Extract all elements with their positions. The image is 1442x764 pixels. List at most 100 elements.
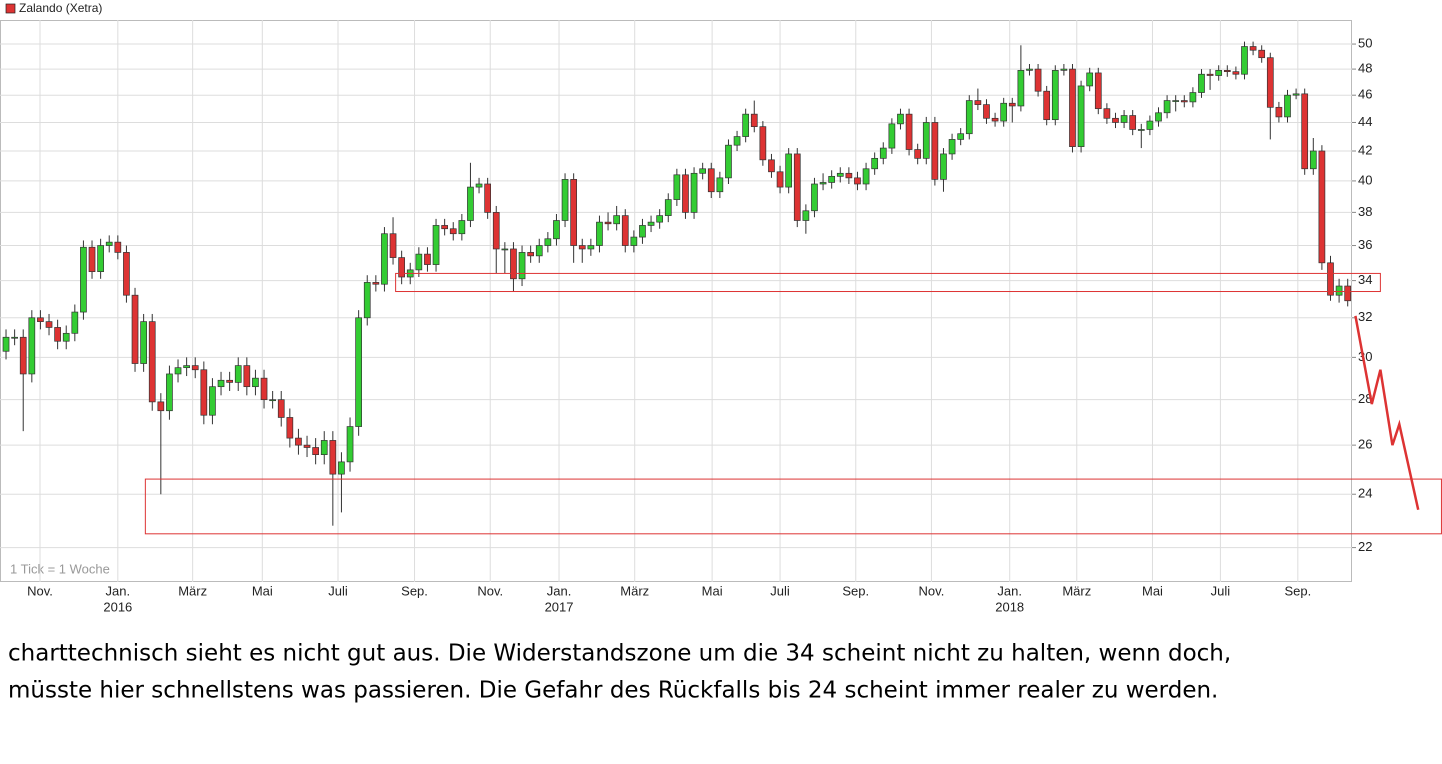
candle-body [1318, 150, 1326, 264]
candle-body [1284, 94, 1291, 118]
candle-body [277, 399, 285, 418]
candle-body [1327, 262, 1334, 296]
candle-body [1043, 90, 1051, 121]
candle-body [243, 365, 251, 388]
y-tick-label: 36 [1358, 237, 1372, 252]
candle-body [716, 177, 724, 193]
candle-body [252, 377, 259, 388]
candle-body [604, 221, 612, 225]
y-tick-label: 30 [1358, 349, 1372, 364]
candle-body [1232, 71, 1240, 75]
candle-body [1051, 70, 1059, 121]
x-tick-label: Nov. [27, 583, 53, 598]
candle-body [1155, 112, 1162, 122]
candle-body [458, 220, 466, 235]
y-tick-label: 50 [1358, 35, 1372, 50]
note: 1 Tick = 1 Woche [10, 561, 110, 576]
candle-body [1275, 106, 1283, 118]
candle-body [690, 172, 698, 213]
candle-body [613, 215, 621, 225]
y-tick-label: 26 [1358, 437, 1372, 452]
legend-swatch [5, 3, 16, 14]
candle-body [1344, 285, 1352, 302]
comment-line: müsste hier schnellstens was passieren. … [8, 678, 1218, 704]
candle-body [1241, 46, 1248, 75]
candle-body [1094, 72, 1102, 110]
candle-body [295, 437, 302, 446]
candle-body [725, 144, 732, 179]
candle-body [441, 225, 448, 230]
candle-body [733, 136, 741, 146]
candle-body [54, 327, 61, 342]
candle-body [922, 122, 930, 159]
candle-body [475, 183, 483, 188]
candle-body [346, 426, 354, 463]
candle-body [114, 241, 122, 253]
plot-frame [0, 20, 1352, 582]
candle-body [828, 175, 836, 183]
y-tick-label: 38 [1358, 204, 1372, 219]
candle-body [312, 447, 319, 455]
candle-body [381, 233, 388, 285]
y-tick-label: 48 [1358, 61, 1372, 76]
candle-body [1215, 70, 1223, 76]
candle-body [845, 172, 853, 179]
candle-body [492, 212, 500, 250]
candle-body [793, 153, 801, 221]
candle-body [45, 321, 53, 328]
y-tick-label: 42 [1358, 142, 1372, 157]
candle-body [37, 317, 44, 322]
candle-body [974, 100, 982, 105]
candle-body [1206, 73, 1214, 76]
candle-body [105, 241, 113, 246]
candle-body [200, 369, 208, 416]
candle-body [888, 123, 896, 149]
candle-body [553, 220, 560, 240]
x-tick-label: Sep. [1284, 583, 1311, 598]
x-tick-label: Sep. [401, 583, 428, 598]
candle-body [862, 168, 870, 185]
x-tick-label: März [1062, 583, 1091, 598]
candle-body [1034, 68, 1042, 92]
candle-body [140, 321, 147, 364]
candle-body [854, 177, 861, 185]
candle-body [1292, 93, 1300, 96]
candle-body [785, 153, 793, 188]
candle-body [510, 248, 517, 280]
candle-body [449, 228, 457, 235]
candle-body [544, 238, 552, 246]
candle-body [338, 461, 345, 475]
candle-body [1026, 68, 1033, 71]
x-tick-label: Juli [328, 583, 348, 598]
candle-body [914, 149, 922, 159]
candle-body [1189, 92, 1197, 103]
candle-body [535, 245, 543, 257]
candle-body [673, 174, 681, 200]
candle-body [1069, 68, 1076, 147]
candle-body [1120, 115, 1128, 123]
chart-title: Zalando (Xetra) [19, 1, 102, 15]
candle-body [802, 210, 810, 221]
candle-body [183, 365, 190, 369]
candle-body [166, 373, 173, 412]
candle-body [1163, 100, 1171, 114]
candle-body [587, 245, 595, 250]
x-tick-label: Jan. [106, 583, 131, 598]
candle-body [1249, 46, 1257, 51]
candle-body [561, 179, 569, 221]
candle-body [363, 282, 371, 319]
candle-body [28, 317, 36, 375]
x-tick-label: März [178, 583, 207, 598]
candle-body [940, 153, 947, 180]
candle-body [699, 168, 707, 174]
candle-body [871, 157, 879, 170]
candle-body [664, 199, 672, 216]
candle-body [398, 257, 405, 278]
candle-body [131, 294, 139, 364]
candle-body [776, 171, 784, 188]
candle-body [1335, 285, 1343, 296]
candle-body [742, 113, 750, 137]
candle-body [260, 377, 268, 401]
x-tick-label: Nov. [477, 583, 503, 598]
y-tick-label: 46 [1358, 87, 1372, 102]
